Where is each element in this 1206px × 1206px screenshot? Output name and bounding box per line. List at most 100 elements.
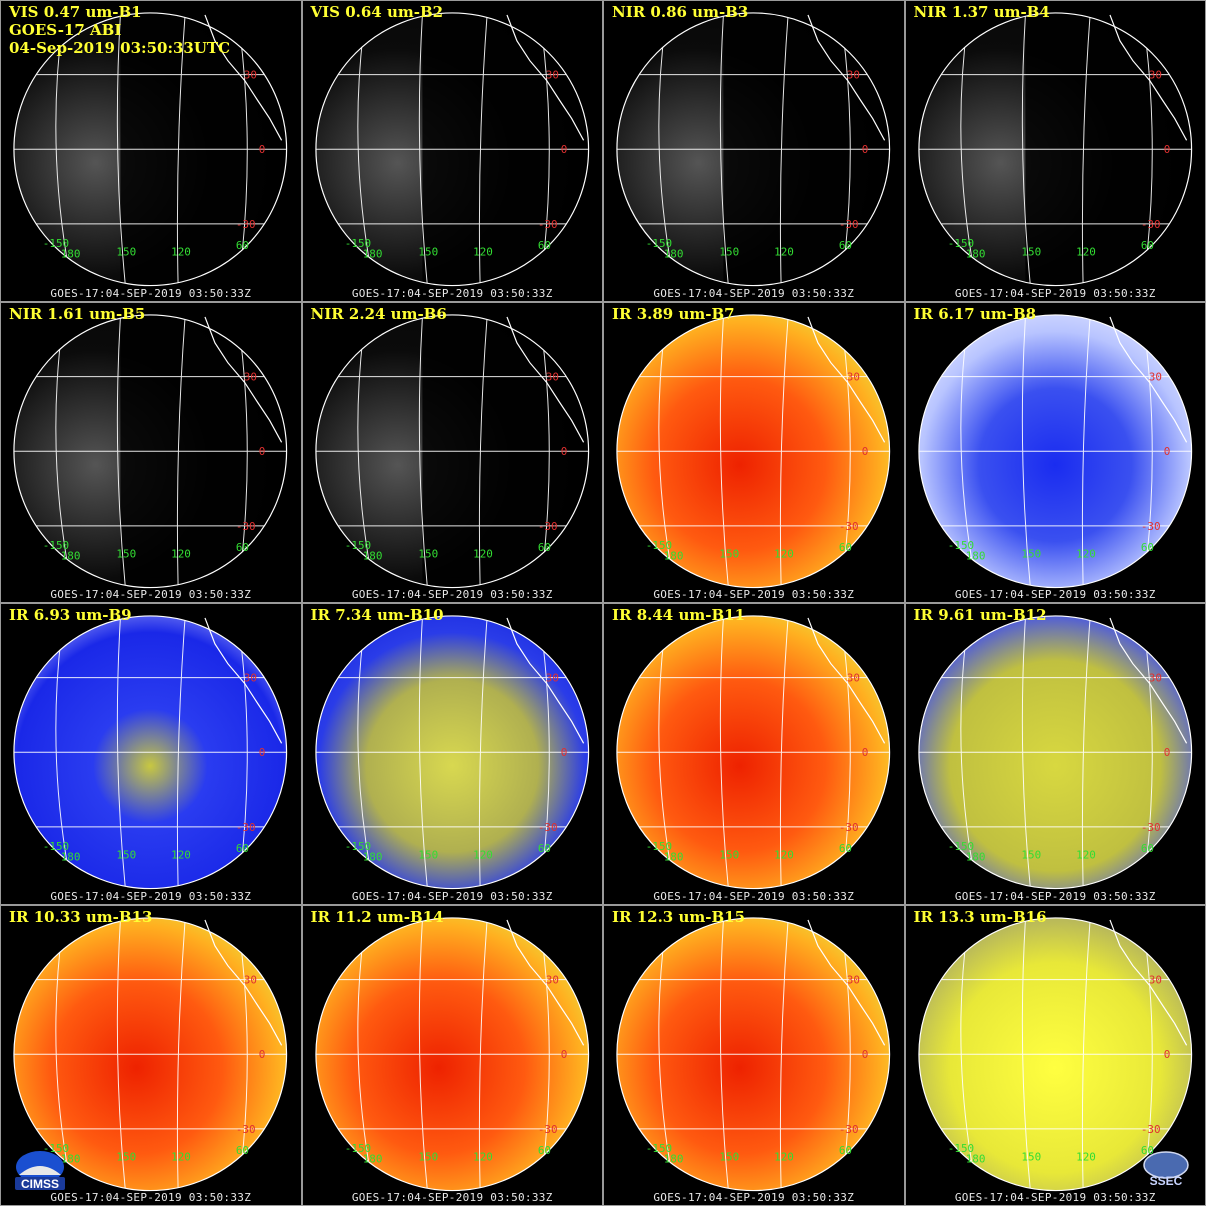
latitude-label: 30 — [244, 973, 257, 986]
lat-lon-grid — [13, 14, 287, 286]
longitude-label: 120 — [171, 547, 191, 560]
panel-timestamp: GOES-17:04-SEP-2019 03:50:33Z — [653, 588, 855, 601]
longitude-label: -150 — [344, 237, 370, 250]
scan-datetime: 04-Sep-2019 03:50:33UTC — [9, 39, 231, 57]
longitude-label: -150 — [646, 840, 672, 853]
longitude-label: 150 — [116, 246, 136, 259]
longitude-label: 60 — [537, 239, 550, 252]
band-panel: 30 0 -30 -150 180 150 120 60 NIR 1.61 um-B5 GOES-… — [0, 301, 302, 603]
coastline — [204, 617, 283, 744]
panel-timestamp: GOES-17:04-SEP-2019 03:50:33Z — [954, 1191, 1156, 1204]
band-title: IR 6.93 um-B9 — [9, 606, 132, 624]
latitude-label: 30 — [545, 672, 558, 685]
longitude-label: 120 — [473, 849, 493, 862]
band-title: VIS 0.64 um-B2 — [310, 3, 444, 21]
band-title: IR 10.33 um-B13 — [9, 907, 153, 926]
longitude-label: 180 — [61, 851, 81, 864]
lat-lon-grid — [13, 316, 287, 588]
lat-lon-grid — [315, 919, 589, 1191]
latitude-label: 0 — [862, 1048, 869, 1061]
band-title: NIR 1.37 um-B4 — [913, 3, 1050, 21]
coastline — [204, 316, 283, 443]
longitude-label: 60 — [1140, 842, 1153, 855]
latitude-label: 30 — [244, 672, 257, 685]
latitude-label: 0 — [862, 746, 869, 759]
longitude-label: 180 — [664, 1152, 684, 1165]
longitude-label: 150 — [1021, 547, 1041, 560]
panel-timestamp: GOES-17:04-SEP-2019 03:50:33Z — [954, 889, 1156, 903]
lat-lon-grid — [13, 617, 287, 889]
latitude-label: -30 — [839, 218, 859, 231]
longitude-label: 150 — [1021, 246, 1041, 259]
latitude-label: 30 — [1148, 973, 1161, 986]
lat-lon-grid — [315, 316, 589, 588]
longitude-label: 120 — [473, 246, 493, 259]
coastline — [1108, 617, 1187, 744]
ssec-logo: SSEC — [1135, 1149, 1197, 1191]
lat-lon-grid — [315, 617, 589, 889]
longitude-label: -150 — [947, 1141, 973, 1154]
longitude-label: 150 — [116, 1150, 136, 1163]
longitude-label: 60 — [236, 842, 249, 855]
longitude-label: 150 — [116, 849, 136, 862]
longitude-label: -150 — [646, 1141, 672, 1154]
latitude-label: -30 — [537, 218, 557, 231]
band-title: IR 6.17 um-B8 — [913, 304, 1037, 323]
longitude-label: 180 — [965, 851, 985, 864]
latitude-label: 0 — [560, 143, 567, 156]
panel-timestamp: GOES-17:04-SEP-2019 03:50:33Z — [351, 1191, 553, 1204]
latitude-label: -30 — [537, 519, 557, 532]
ssec-logo-text: SSEC — [1149, 1174, 1183, 1188]
latitude-label: 30 — [244, 370, 257, 383]
band-panel: 30 0 -30 -150 180 150 120 60 IR 10.33 um-B13 GOES… — [0, 904, 302, 1206]
lat-lon-grid — [918, 14, 1192, 286]
longitude-label: 60 — [537, 842, 550, 855]
longitude-label: -150 — [43, 538, 69, 551]
longitude-label: 120 — [171, 849, 191, 862]
panel-timestamp: GOES-17:04-SEP-2019 03:50:33Z — [50, 889, 252, 903]
latitude-label: -30 — [537, 1122, 557, 1135]
latitude-label: 30 — [847, 672, 860, 685]
longitude-label: 120 — [774, 547, 794, 560]
lat-lon-grid — [616, 14, 890, 286]
lat-lon-grid — [616, 919, 890, 1191]
band-title: IR 12.3 um-B15 — [612, 907, 746, 926]
longitude-label: 150 — [418, 246, 438, 259]
longitude-label: -150 — [344, 538, 370, 551]
coastline — [1108, 316, 1187, 443]
latitude-label: 0 — [560, 1048, 567, 1061]
longitude-label: 60 — [839, 842, 852, 855]
lat-lon-grid — [315, 14, 589, 286]
band-panel: 30 0 -30 -150 180 150 120 60 VIS 0.47 um-B1 GOES-… — [0, 0, 302, 302]
latitude-label: 0 — [1163, 143, 1170, 156]
longitude-label: 120 — [774, 849, 794, 862]
coastline — [807, 14, 886, 141]
longitude-label: 60 — [537, 540, 550, 553]
longitude-label: 120 — [1076, 547, 1096, 560]
longitude-label: 150 — [719, 1150, 739, 1163]
longitude-label: 120 — [171, 1150, 191, 1163]
latitude-label: 0 — [1163, 746, 1170, 759]
panel-timestamp: GOES-17:04-SEP-2019 03:50:33Z — [351, 889, 553, 903]
longitude-label: 150 — [1021, 1150, 1041, 1163]
lat-lon-grid — [918, 316, 1192, 588]
longitude-label: 180 — [362, 248, 382, 261]
band-panel: 30 0 -30 -150 180 150 120 60 NIR 0.86 um-B3 GOES-… — [603, 0, 905, 302]
longitude-label: 180 — [61, 1152, 81, 1165]
longitude-label: 180 — [664, 248, 684, 261]
latitude-label: 0 — [560, 445, 567, 458]
coastline — [807, 617, 886, 744]
latitude-label: 30 — [847, 69, 860, 82]
panel-timestamp: GOES-17:04-SEP-2019 03:50:33Z — [954, 286, 1156, 300]
longitude-label: 180 — [965, 1152, 985, 1165]
latitude-label: 0 — [862, 445, 869, 458]
